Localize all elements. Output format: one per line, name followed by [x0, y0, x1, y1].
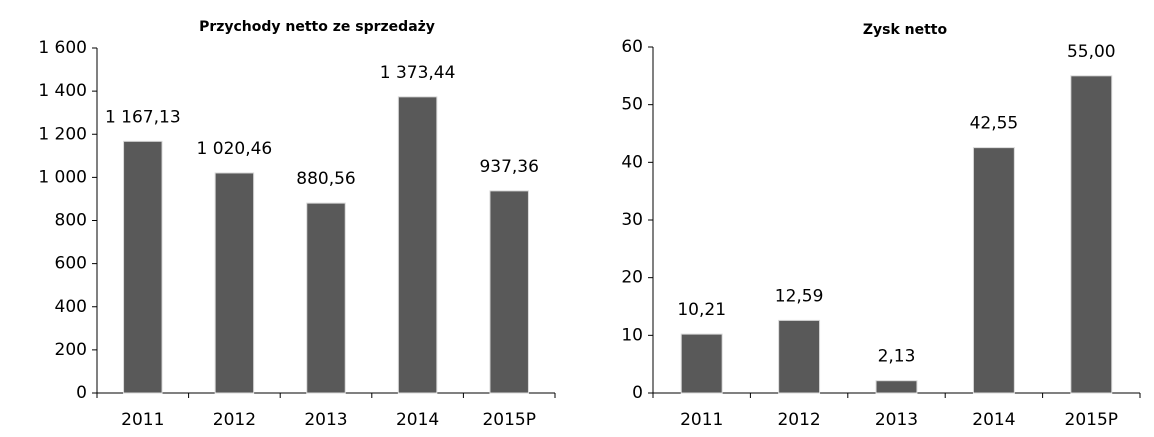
y-tick-label: 200 [55, 340, 87, 360]
x-tick-label: 2012 [213, 410, 256, 430]
bar [214, 172, 255, 394]
x-tick-label: 2012 [777, 410, 820, 430]
chart-title: Przychody netto ze sprzedaży [199, 19, 435, 35]
x-tick-label: 2014 [972, 410, 1015, 430]
y-tick-label: 800 [55, 211, 87, 231]
bar [680, 333, 723, 394]
x-tick-label: 2013 [304, 410, 347, 430]
bar [778, 319, 821, 394]
x-tick-label: 2015P [1065, 410, 1119, 430]
x-tick-label: 2013 [875, 410, 918, 430]
data-label: 42,55 [970, 114, 1019, 134]
data-label: 937,36 [479, 157, 538, 177]
data-label: 2,13 [878, 347, 916, 367]
y-tick-label: 1 600 [38, 38, 87, 58]
bar [123, 140, 163, 394]
data-label: 10,21 [677, 300, 726, 320]
chart-title: Zysk netto [863, 22, 948, 38]
y-tick-label: 1 000 [38, 167, 87, 187]
data-label: 1 020,46 [197, 139, 273, 159]
y-tick-label: 400 [55, 297, 87, 317]
bar [489, 190, 529, 394]
y-tick-label: 1 200 [38, 124, 87, 144]
y-tick-label: 50 [621, 95, 643, 115]
data-label: 12,59 [775, 286, 824, 306]
bar [1070, 75, 1113, 394]
data-label: 880,56 [296, 169, 355, 189]
bar [972, 147, 1015, 394]
bar [306, 202, 346, 394]
bar [875, 380, 918, 394]
x-tick-label: 2014 [396, 410, 439, 430]
bar [397, 96, 438, 394]
x-tick-label: 2015P [482, 410, 536, 430]
x-tick-label: 2011 [680, 410, 723, 430]
y-tick-label: 60 [621, 37, 643, 57]
data-label: 1 167,13 [105, 107, 181, 127]
data-label: 1 373,44 [380, 63, 456, 83]
y-tick-label: 20 [621, 268, 643, 288]
y-tick-label: 40 [621, 152, 643, 172]
y-tick-label: 10 [621, 325, 643, 345]
y-tick-label: 0 [76, 383, 87, 403]
y-tick-label: 0 [632, 383, 643, 403]
data-label: 55,00 [1067, 42, 1116, 62]
x-tick-label: 2011 [121, 410, 164, 430]
y-tick-label: 30 [621, 210, 643, 230]
y-tick-label: 1 400 [38, 81, 87, 101]
y-tick-label: 600 [55, 254, 87, 274]
